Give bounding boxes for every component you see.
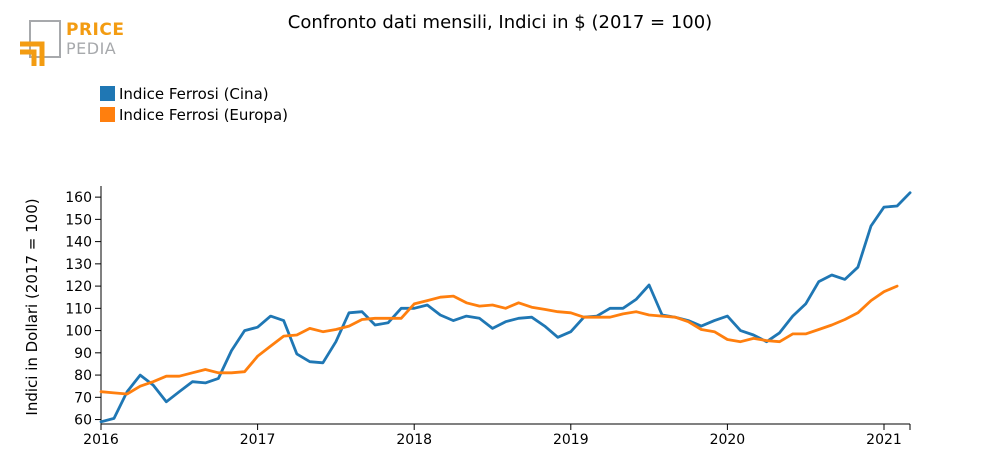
y-tick-label: 120 xyxy=(65,279,92,295)
y-tick-label: 130 xyxy=(65,257,92,273)
series-layer xyxy=(99,191,912,424)
axes: 60 70 80 90 100 110 120 130 140 150 160 2016 2017 201… xyxy=(23,186,911,448)
series-line-europa[interactable] xyxy=(99,284,899,396)
y-tick-label: 90 xyxy=(74,346,92,362)
y-tick-label: 100 xyxy=(65,324,92,340)
legend-swatch-cina xyxy=(100,86,115,101)
y-tick-label: 150 xyxy=(65,212,92,228)
chart-title: Confronto dati mensili, Indici in $ (201… xyxy=(287,12,713,33)
legend-label-cina: Indice Ferrosi (Cina) xyxy=(119,84,269,103)
legend-label-europa: Indice Ferrosi (Europa) xyxy=(119,105,288,124)
legend-item-europa[interactable]: Indice Ferrosi (Europa) xyxy=(100,104,288,125)
legend-swatch-europa xyxy=(100,107,115,122)
y-tick-label: 110 xyxy=(65,301,92,317)
y-tick-label: 140 xyxy=(65,235,92,251)
y-axis-title: Indici in Dollari (2017 = 100) xyxy=(23,198,41,415)
y-tick-label: 70 xyxy=(74,390,92,406)
x-tick-label: 2018 xyxy=(396,432,432,448)
y-tick-label: 80 xyxy=(74,368,92,384)
legend: Indice Ferrosi (Cina) Indice Ferrosi (Eu… xyxy=(100,83,288,125)
logo-text-price: PRICE xyxy=(66,20,125,40)
logo-text-pedia: PEDIA xyxy=(66,39,117,58)
logo-mark-icon xyxy=(20,20,61,66)
series-line-cina[interactable] xyxy=(99,191,912,424)
y-tick-label: 60 xyxy=(74,413,92,429)
x-tick-label: 2017 xyxy=(240,432,276,448)
y-tick-label: 160 xyxy=(65,190,92,206)
pricepedia-logo: PRICE PEDIA xyxy=(18,18,128,70)
legend-item-cina[interactable]: Indice Ferrosi (Cina) xyxy=(100,83,288,104)
x-tick-label: 2019 xyxy=(553,432,589,448)
x-tick-label: 2020 xyxy=(710,432,746,448)
x-tick-label: 2016 xyxy=(83,432,119,448)
x-tick-label: 2021 xyxy=(866,432,902,448)
